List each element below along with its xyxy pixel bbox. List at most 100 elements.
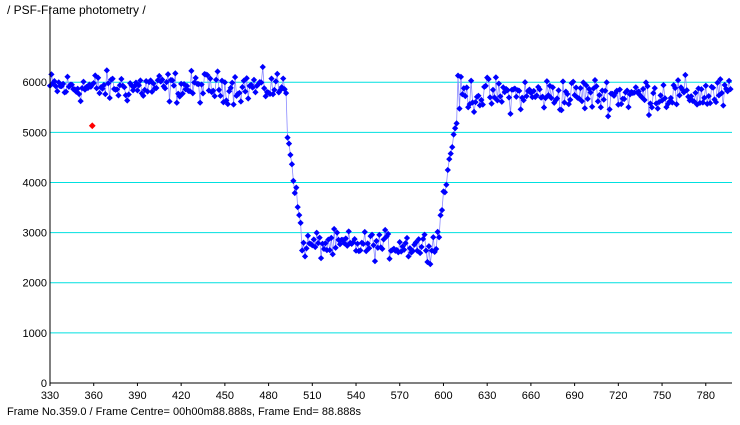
data-point (517, 106, 524, 113)
data-point (285, 140, 293, 147)
data-point (332, 244, 339, 251)
data-point (540, 104, 548, 111)
data-point (581, 105, 588, 112)
data-point (425, 243, 433, 250)
data-point (543, 78, 551, 85)
data-point (153, 84, 160, 92)
data-point (301, 253, 309, 260)
data-point (660, 82, 667, 89)
data-point (602, 87, 609, 94)
data-point (326, 247, 333, 254)
data-point (472, 99, 479, 106)
data-point (594, 98, 602, 105)
data-point (230, 101, 237, 108)
grid-lines (50, 81, 732, 334)
y-tick-label: 2000 (23, 278, 47, 290)
x-axis-ticks: 330 360 390 420 450 480 510 540 570 600 630 660 690 7… (41, 383, 715, 402)
data-point (96, 90, 103, 97)
data-point (52, 83, 59, 90)
data-point (329, 251, 336, 258)
data-point (463, 84, 470, 91)
data-point (558, 106, 565, 114)
y-tick-label: 3000 (23, 228, 47, 240)
data-point (162, 85, 169, 92)
data-point (144, 88, 151, 95)
x-tick-label: 570 (391, 390, 409, 402)
data-point (239, 84, 246, 91)
data-point (645, 111, 653, 119)
data-point (245, 95, 252, 102)
data-point (293, 184, 300, 191)
data-point (597, 104, 604, 111)
data-point (328, 234, 335, 241)
data-point (470, 108, 478, 116)
data-point (654, 105, 661, 112)
x-tick-label: 330 (41, 390, 59, 402)
data-point (313, 229, 320, 236)
data-point (559, 78, 567, 85)
data-point (357, 247, 364, 254)
y-tick-label: 6000 (23, 77, 47, 89)
x-tick-label: 690 (565, 390, 583, 402)
data-point (492, 74, 500, 81)
x-tick-label: 630 (478, 390, 496, 402)
x-tick-label: 480 (259, 390, 277, 402)
current-frame-point (88, 122, 96, 130)
data-point (312, 243, 319, 251)
data-point (294, 204, 301, 211)
data-point (164, 71, 172, 78)
x-tick-label: 600 (434, 390, 452, 402)
y-axis-ticks: 0 1000 2000 3000 4000 5000 6000 (23, 77, 47, 390)
data-point (507, 110, 514, 117)
data-point (236, 89, 243, 97)
data-point (468, 77, 475, 84)
x-tick-label: 780 (697, 390, 715, 402)
data-point (498, 98, 505, 105)
data-point (217, 92, 224, 99)
data-point (62, 88, 70, 95)
data-point (605, 113, 612, 120)
data-point (385, 230, 392, 238)
data-point (148, 88, 156, 95)
data-point (156, 72, 163, 80)
data-point (170, 82, 177, 89)
x-tick-label: 390 (128, 390, 146, 402)
data-point (489, 86, 497, 93)
data-point (345, 228, 352, 235)
data-point (163, 78, 170, 86)
data-point (274, 70, 281, 77)
data-point (224, 100, 231, 108)
data-point (197, 99, 204, 106)
data-point (304, 232, 312, 239)
data-point (95, 74, 102, 81)
data-point (386, 255, 393, 262)
data-point (237, 98, 245, 105)
data-point (204, 72, 211, 79)
data-point (717, 76, 724, 83)
data-point (674, 77, 682, 84)
data-point (172, 70, 179, 77)
y-tick-label: 5000 (23, 127, 47, 139)
data-point (516, 87, 523, 94)
data-point (589, 103, 596, 110)
data-point (403, 234, 411, 242)
data-point (192, 74, 199, 81)
data-point (450, 131, 457, 138)
data-point (215, 86, 223, 93)
data-point (77, 98, 84, 105)
data-point (603, 79, 610, 86)
data-point (211, 93, 218, 100)
x-tick-label: 750 (653, 390, 671, 402)
data-point (382, 226, 389, 234)
data-point (259, 63, 266, 71)
x-tick-label: 720 (609, 390, 627, 402)
data-point (271, 86, 278, 94)
data-point (361, 228, 368, 236)
data-point (199, 90, 207, 97)
x-tick-label: 540 (347, 390, 365, 402)
data-point (606, 106, 613, 113)
data-point (317, 255, 325, 262)
data-point (118, 75, 125, 83)
data-point (453, 120, 460, 127)
data-point (444, 166, 451, 174)
